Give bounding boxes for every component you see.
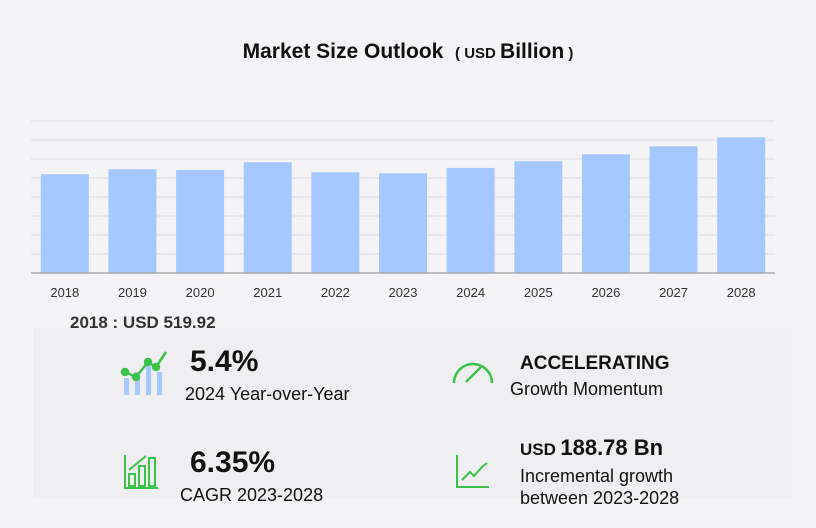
bar-chart: 2018 2019 2020 2021 2022 2023 2024 2025 2026 2027… [31, 120, 775, 300]
x-tick-label: 2026 [591, 285, 620, 300]
line-growth-icon [456, 455, 489, 488]
bar-2021 [243, 162, 292, 273]
growth-chart-icon [120, 351, 168, 395]
x-tick-label: 2028 [727, 285, 756, 300]
cagr-value: 6.35% [190, 446, 276, 479]
incremental-value: USD 188.78 Bn [520, 435, 664, 460]
bar-2026 [581, 154, 630, 273]
cagr-label: CAGR 2023-2028 [180, 485, 324, 505]
bar-2019 [108, 169, 157, 273]
momentum-label: Growth Momentum [510, 379, 664, 399]
x-tick-label: 2018 [50, 285, 79, 300]
bar-2024 [446, 167, 495, 273]
bar-2025 [514, 161, 563, 273]
x-tick-label: 2019 [118, 285, 147, 300]
base-year-value: 2018 : USD 519.92 [70, 313, 216, 332]
x-tick-label: 2025 [524, 285, 553, 300]
incremental-label-2: between 2023-2028 [520, 488, 680, 508]
x-tick-label: 2027 [659, 285, 688, 300]
incremental-label-1: Incremental growth [520, 466, 674, 486]
x-tick-label: 2024 [456, 285, 485, 300]
bar-growth-icon [124, 455, 158, 489]
chart-title: Market Size Outlook ( USD Billion ) [242, 40, 574, 63]
bar-2027 [649, 146, 698, 273]
bar-2028 [717, 137, 766, 273]
x-tick-label: 2023 [389, 285, 418, 300]
speedometer-icon [452, 362, 494, 384]
x-tick-label: 2020 [186, 285, 215, 300]
bar-2022 [311, 172, 360, 273]
bar-2018 [40, 174, 89, 273]
bar-2023 [379, 173, 427, 273]
x-tick-label: 2021 [253, 285, 282, 300]
yoy-value: 5.4% [190, 345, 259, 378]
bar-2020 [176, 170, 225, 273]
momentum-value: ACCELERATING [520, 353, 670, 374]
kpi-panel [33, 328, 792, 498]
yoy-label: 2024 Year-over-Year [185, 384, 350, 404]
x-tick-label: 2022 [321, 285, 350, 300]
